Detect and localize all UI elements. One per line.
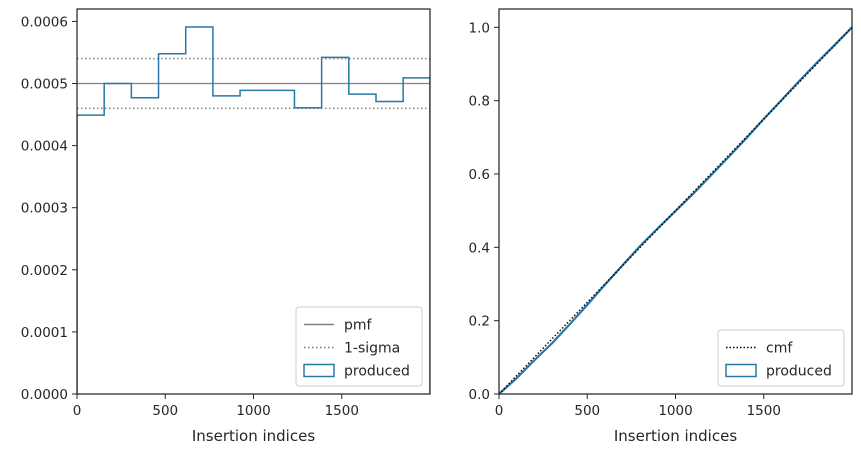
- y-tick-label: 0.0005: [21, 77, 68, 93]
- y-tick-label: 0.0006: [21, 14, 68, 30]
- legend-label-produced: produced: [766, 364, 832, 380]
- x-axis-label: Insertion indices: [192, 427, 315, 445]
- plot-area: [77, 26, 430, 394]
- pmf-histogram-chart: 0 500 1000 1500 0.0000 0.0001 0.0002 0.0003 0.00…: [21, 8, 431, 445]
- x-tick-label: 0: [73, 403, 82, 419]
- x-axis-label: Insertion indices: [614, 427, 737, 445]
- legend-swatch-produced: [725, 363, 757, 378]
- cmf-chart: 0 500 1000 1500 0.0 0.2 0.4 0.6 0.8 1.0 Insertion …: [469, 8, 853, 445]
- y-tick-label: 0.8: [469, 94, 490, 110]
- x-tick-label: 1000: [658, 403, 692, 419]
- x-tick-label: 500: [574, 403, 600, 419]
- produced-histogram: [77, 26, 430, 394]
- x-tick-label: 1500: [325, 403, 359, 419]
- legend-label-cmf: cmf: [766, 341, 793, 357]
- x-tick-label: 1500: [747, 403, 781, 419]
- y-tick-label: 0.0000: [21, 387, 68, 403]
- y-tick-label: 0.0: [469, 387, 490, 403]
- x-tick-label: 500: [152, 403, 178, 419]
- y-tick-label: 0.4: [469, 240, 490, 256]
- plot-area: [499, 26, 852, 394]
- legend-box: [717, 329, 845, 387]
- plot-frame: [498, 8, 853, 395]
- legend-box: [295, 306, 423, 387]
- y-tick-label: 0.6: [469, 167, 490, 183]
- y-tick-label: 0.0003: [21, 201, 68, 217]
- y-tick-label: 0.0002: [21, 263, 68, 279]
- x-tick-label: 1000: [236, 403, 270, 419]
- legend-label-produced: produced: [344, 364, 410, 380]
- legend-label-sigma: 1-sigma: [344, 341, 400, 357]
- legend-label-pmf: pmf: [344, 318, 373, 334]
- y-tick-label: 0.0001: [21, 325, 68, 341]
- plot-frame: [76, 8, 431, 395]
- cmf-line: [499, 26, 852, 394]
- x-tick-label: 0: [495, 403, 504, 419]
- y-tick-label: 1.0: [469, 20, 490, 36]
- y-tick-label: 0.0004: [21, 139, 68, 155]
- legend-swatch-produced: [303, 363, 335, 378]
- y-tick-label: 0.2: [469, 314, 490, 330]
